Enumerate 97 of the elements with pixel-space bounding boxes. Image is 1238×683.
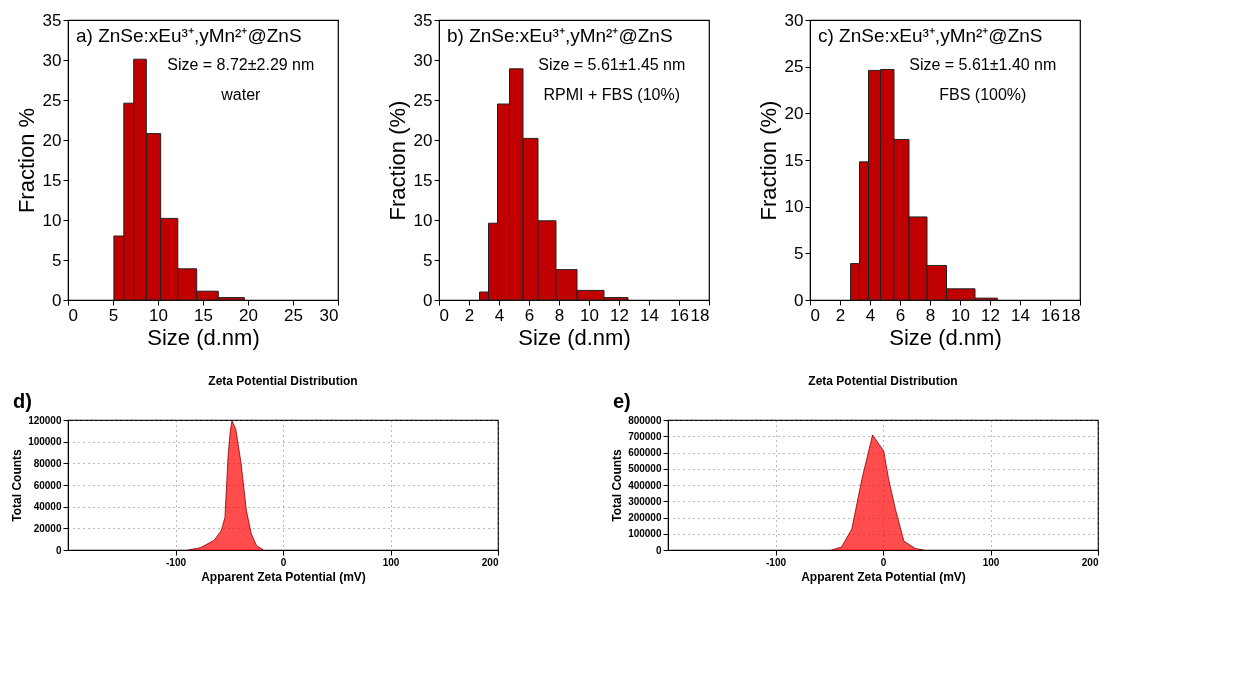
y-tick-label: 5 xyxy=(52,250,62,270)
y-axis-title: Total Counts xyxy=(610,448,625,522)
y-tick-label: 30 xyxy=(42,50,62,70)
y-tick-label: 15 xyxy=(784,150,804,170)
y-tick-label: 0 xyxy=(423,290,433,310)
y-tick-label: 200000 xyxy=(628,512,662,523)
y-tick-label: 10 xyxy=(42,210,62,230)
x-axis-title: Size (d.nm) xyxy=(889,324,1002,350)
x-tick-label: 16 xyxy=(1041,305,1060,325)
y-tick-label: 800000 xyxy=(628,414,662,426)
y-tick-label: 15 xyxy=(413,170,433,190)
x-axis-title: Apparent Zeta Potential (mV) xyxy=(801,569,966,584)
y-tick-label: 5 xyxy=(794,243,804,263)
text: d) xyxy=(13,390,32,412)
x-tick-label: 18 xyxy=(1061,305,1081,325)
y-tick-label: 500000 xyxy=(628,463,662,475)
annotation: Size = 5.61±1.45 nm xyxy=(538,56,686,73)
x-tick-label: 20 xyxy=(239,305,258,325)
x-tick-label: 6 xyxy=(895,305,906,325)
y-axis-title: Fraction (%) xyxy=(384,100,410,221)
x-tick-label: 4 xyxy=(865,305,876,325)
y-tick-label: 0 xyxy=(655,544,662,556)
y-tick-label: 25 xyxy=(413,90,433,110)
x-tick-label: 18 xyxy=(690,305,710,325)
x-tick-label: -100 xyxy=(165,556,187,568)
y-tick-label: 100000 xyxy=(628,528,662,540)
chart-title: Zeta Potential Distribution xyxy=(808,374,958,388)
x-tick-label: 200 xyxy=(1081,556,1099,568)
y-tick-label: 400000 xyxy=(628,479,662,491)
x-tick-label: 8 xyxy=(554,305,565,325)
y-tick-label: 300000 xyxy=(628,495,662,507)
x-tick-label: 2 xyxy=(835,305,846,325)
x-axis-title: Size (d.nm) xyxy=(147,324,260,350)
y-tick-label: 5 xyxy=(423,250,433,270)
x-axis-title: Size (d.nm) xyxy=(518,324,631,350)
annotation: c) ZnSe:xEu³⁺,yMn²⁺@ZnS xyxy=(818,25,1043,46)
annotation: Size = 5.61±1.40 nm xyxy=(909,56,1057,73)
y-tick-label: 600000 xyxy=(628,447,662,458)
y-tick-label: 30 xyxy=(784,10,804,30)
annotation: Size = 8.72±2.29 nm xyxy=(167,56,315,73)
y-tick-label: 0 xyxy=(55,544,62,556)
x-tick-label: 15 xyxy=(194,305,213,325)
y-tick-label: 20 xyxy=(42,130,62,150)
annotation: a) ZnSe:xEu³⁺,yMn²⁺@ZnS xyxy=(76,25,302,46)
x-tick-label: 200 xyxy=(481,556,499,568)
x-tick-label: 25 xyxy=(284,305,303,325)
x-tick-label: 0 xyxy=(880,556,887,568)
y-tick-label: 40000 xyxy=(33,501,62,513)
y-tick-label: 20000 xyxy=(33,522,62,534)
x-tick-label: 0 xyxy=(280,556,287,568)
y-tick-label: 0 xyxy=(52,290,62,310)
x-tick-label: 8 xyxy=(925,305,936,325)
y-tick-label: 700000 xyxy=(628,430,662,442)
y-axis-title: Total Counts xyxy=(10,448,25,522)
x-tick-label: 0 xyxy=(810,305,820,325)
y-tick-label: 80000 xyxy=(33,457,62,469)
x-tick-label: 100 xyxy=(982,556,1000,568)
x-tick-label: 5 xyxy=(108,305,119,325)
y-tick-label: 10 xyxy=(784,197,804,217)
x-tick-label: 6 xyxy=(524,305,535,325)
x-axis-title: Apparent Zeta Potential (mV) xyxy=(201,569,366,584)
annotation: water xyxy=(220,86,262,103)
annotation: b) ZnSe:xEu³⁺,yMn²⁺@ZnS xyxy=(447,25,673,46)
y-tick-label: 15 xyxy=(42,170,62,190)
x-tick-label: 10 xyxy=(580,305,599,325)
y-axis-title: Fraction (%) xyxy=(755,100,781,221)
annotation: FBS (100%) xyxy=(939,86,1027,103)
y-tick-label: 20 xyxy=(784,103,804,123)
x-tick-label: 0 xyxy=(439,305,449,325)
y-tick-label: 25 xyxy=(784,57,804,77)
x-tick-label: -100 xyxy=(765,556,787,568)
x-tick-label: 14 xyxy=(1011,305,1030,325)
y-tick-label: 60000 xyxy=(33,479,62,491)
y-tick-label: 25 xyxy=(42,90,62,110)
x-tick-label: 12 xyxy=(610,305,629,325)
y-tick-label: 10 xyxy=(413,210,433,230)
y-tick-label: 20 xyxy=(413,130,433,150)
y-tick-label: 30 xyxy=(413,50,433,70)
x-tick-label: 12 xyxy=(981,305,1000,325)
y-tick-label: 100000 xyxy=(28,436,62,448)
y-tick-label: 35 xyxy=(42,10,62,30)
y-tick-label: 0 xyxy=(794,290,804,310)
x-tick-label: 2 xyxy=(464,305,475,325)
x-tick-label: 30 xyxy=(319,305,339,325)
y-tick-label: 120000 xyxy=(28,414,62,426)
x-tick-label: 4 xyxy=(494,305,505,325)
text: e) xyxy=(613,390,631,412)
annotation: RPMI + FBS (10%) xyxy=(543,86,681,103)
y-axis-title: Fraction % xyxy=(13,107,39,214)
x-tick-label: 100 xyxy=(382,556,400,568)
x-tick-label: 0 xyxy=(68,305,78,325)
x-tick-label: 14 xyxy=(640,305,659,325)
y-tick-label: 35 xyxy=(413,10,433,30)
x-tick-label: 16 xyxy=(670,305,689,325)
x-tick-label: 10 xyxy=(951,305,970,325)
x-tick-label: 10 xyxy=(149,305,168,325)
chart-title: Zeta Potential Distribution xyxy=(208,374,358,388)
